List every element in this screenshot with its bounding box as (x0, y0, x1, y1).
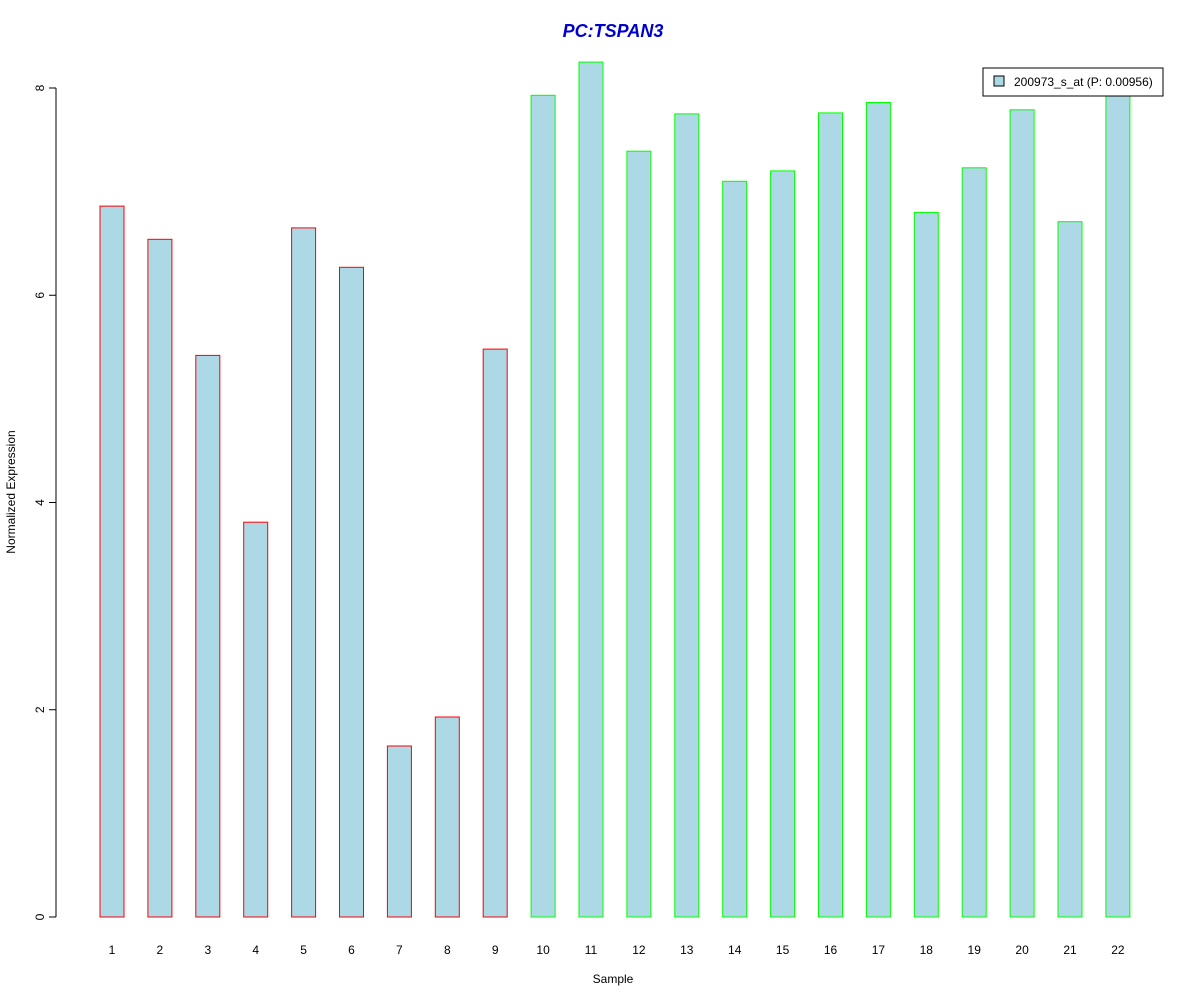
bar-sample-17 (865, 102, 891, 918)
bars-group (99, 61, 1131, 918)
y-tick-label: 6 (33, 292, 47, 299)
x-axis-label: Sample (593, 972, 634, 986)
bar-sample-2 (147, 238, 173, 918)
y-axis-label: Normalized Expression (4, 430, 18, 553)
legend-box (982, 67, 1164, 97)
y-tick-label: 4 (33, 499, 47, 506)
legend-label: 200973_s_at (P: 0.00956) (1014, 75, 1153, 89)
bar-sample-6 (339, 266, 364, 918)
x-tick-label-2: 2 (157, 943, 164, 957)
x-tick-label-20: 20 (1015, 943, 1029, 957)
x-tick-label-14: 14 (728, 943, 742, 957)
y-tick-label: 2 (33, 706, 47, 713)
x-tick-label-6: 6 (348, 943, 355, 957)
bar-sample-10 (530, 94, 556, 918)
x-tick-label-8: 8 (444, 943, 451, 957)
x-tick-label-12: 12 (632, 943, 646, 957)
bar-sample-7 (386, 745, 412, 918)
bar-sample-22 (1105, 92, 1131, 918)
x-tick-label-4: 4 (252, 943, 259, 957)
x-tick-label-21: 21 (1063, 943, 1077, 957)
bar-sample-4 (243, 521, 269, 918)
bar-sample-11 (578, 61, 604, 918)
x-tick-label-3: 3 (204, 943, 211, 957)
x-tick-label-18: 18 (920, 943, 934, 957)
x-tick-label-16: 16 (824, 943, 838, 957)
bar-sample-3 (195, 354, 221, 918)
bar-sample-18 (913, 211, 939, 918)
x-tick-label-9: 9 (492, 943, 499, 957)
bar-sample-16 (818, 112, 843, 918)
x-tick-label-11: 11 (585, 943, 598, 957)
x-tick-label-1: 1 (109, 943, 116, 957)
x-tick-label-13: 13 (680, 943, 694, 957)
x-tick-labels: 1 2 3 4 5 6 7 8 9 10 11 12 13 14 15 16 17 18 19 20 21 22 (109, 943, 1125, 957)
x-tick-label-7: 7 (396, 943, 403, 957)
x-tick-label-17: 17 (872, 943, 886, 957)
legend-swatch (993, 75, 1005, 87)
bar-sample-13 (674, 113, 700, 918)
legend: 200973_s_at (P: 0.00956) (982, 67, 1164, 97)
y-axis: 0 2 4 6 8 (33, 84, 57, 920)
bar-sample-21 (1057, 221, 1083, 918)
x-tick-label-5: 5 (300, 943, 307, 957)
bar-sample-14 (722, 180, 748, 918)
bar-sample-12 (626, 150, 652, 918)
x-tick-label-15: 15 (776, 943, 790, 957)
y-tick-label: 0 (33, 913, 47, 920)
bar-sample-5 (291, 227, 317, 918)
chart-title: PC:TSPAN3 (563, 21, 664, 41)
bar-sample-1 (99, 205, 125, 918)
bar-sample-20 (1009, 109, 1035, 918)
x-tick-label-22: 22 (1111, 943, 1125, 957)
bar-sample-9 (482, 348, 508, 918)
bar-sample-8 (434, 716, 460, 918)
bar-sample-19 (961, 167, 987, 918)
y-tick-label: 8 (33, 84, 47, 91)
x-tick-label-10: 10 (536, 943, 550, 957)
x-tick-label-19: 19 (968, 943, 982, 957)
bar-sample-15 (770, 170, 796, 918)
